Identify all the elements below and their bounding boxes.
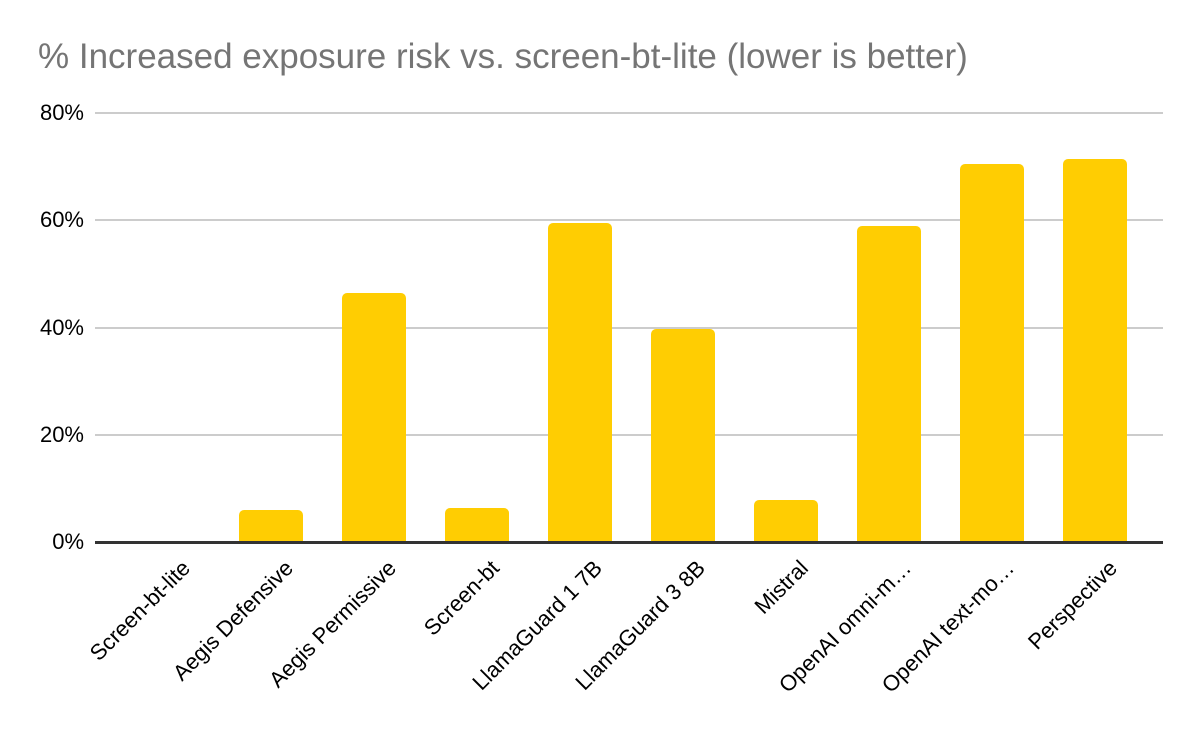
bar-openai-text-mo[interactable] (960, 163, 1025, 542)
band-screen-bt (425, 113, 528, 542)
plot-area (95, 112, 1163, 544)
bar-llamaguard-1-7b[interactable] (547, 222, 612, 542)
band-mistral (735, 113, 838, 542)
y-axis-tick-label-20: 20% (39, 421, 84, 447)
x-axis-line (95, 541, 1163, 544)
chart-title: % Increased exposure risk vs. screen-bt-… (38, 37, 968, 76)
x-axis-tick-label-screen-bt-lite: Screen-bt-lite (84, 555, 195, 666)
gridline-20 (95, 433, 1163, 436)
y-axis-tick-label-40: 40% (39, 314, 84, 340)
x-axis-tick-label-mistral: Mistral (749, 555, 814, 619)
bar-perspective[interactable] (1063, 158, 1128, 542)
bars-row (116, 113, 1147, 542)
bar-openai-omni-m[interactable] (857, 225, 922, 542)
x-axis-tick-label-aegis-defensive: Aegis Defensive (167, 555, 298, 686)
x-axis-tick-label-openai-text-mo: OpenAI text-mo… (877, 555, 1020, 698)
x-axis-tick-label-llamaguard-3-8b: LlamaGuard 3 8B (570, 555, 711, 695)
band-llamaguard-3-8b (631, 113, 734, 542)
y-axis-tick-label-60: 60% (39, 207, 84, 233)
band-aegis-permissive (322, 113, 425, 542)
bar-mistral[interactable] (754, 500, 819, 542)
band-llamaguard-1-7b (528, 113, 631, 542)
band-perspective (1044, 113, 1147, 542)
gridline-80 (95, 112, 1163, 114)
y-axis-tick-label-80: 80% (39, 100, 84, 125)
bar-aegis-defensive[interactable] (238, 509, 303, 542)
x-axis-tick-label-screen-bt: Screen-bt (418, 555, 504, 641)
x-axis-tick-label-llamaguard-1-7b: LlamaGuard 1 7B (467, 555, 607, 695)
band-openai-omni-m (838, 113, 941, 542)
band-screen-bt-lite (116, 113, 219, 542)
x-axis-tick-label-openai-omni-m: OpenAI omni-m… (774, 555, 917, 698)
y-axis-tick-label-0: 0% (52, 529, 84, 554)
x-axis-tick-label-perspective: Perspective (1023, 555, 1123, 655)
bar-screen-bt[interactable] (444, 508, 509, 542)
gridline-60 (95, 219, 1163, 222)
bar-llamaguard-3-8b[interactable] (651, 329, 716, 542)
bar-aegis-permissive[interactable] (341, 292, 406, 542)
gridline-40 (95, 326, 1163, 329)
x-axis-tick-label-aegis-permissive: Aegis Permissive (263, 555, 401, 693)
band-openai-text-mo (941, 113, 1044, 542)
band-aegis-defensive (219, 113, 322, 542)
